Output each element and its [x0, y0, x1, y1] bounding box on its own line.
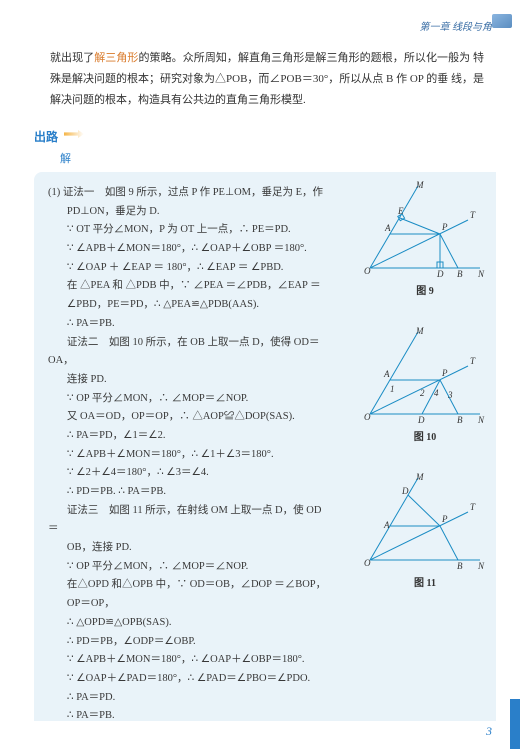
proof-line: ∵ ∠2＋∠4＝180°，∴ ∠3＝∠4. — [48, 464, 328, 483]
highlight-term: 解三角形 — [94, 52, 138, 64]
side-bar-decoration — [510, 699, 520, 749]
proof-line: ∴ PA＝PD，∠1＝∠2. — [48, 427, 328, 446]
intro-paragraph: 就出现了解三角形的策略。众所周知，解直角三角形是解三角形的题根，所以化一般为 特… — [50, 48, 484, 111]
svg-text:A: A — [383, 520, 390, 530]
figure-11: M D A P T O B N 图 11 — [360, 470, 490, 589]
proof-line: ∴ PD＝PB. ∴ PA＝PB. — [48, 483, 328, 502]
svg-text:N: N — [477, 415, 485, 424]
proof-line: ∴ PD＝PB，∠ODP＝∠OBP. — [48, 633, 328, 652]
proof-line: ∵ OP 平分∠MON，∴ ∠MOP＝∠NOP. — [48, 390, 328, 409]
proof-line: ∵ ∠OAP ＋ ∠EAP ＝ 180°，∴ ∠EAP ＝ ∠PBD. — [48, 259, 328, 278]
svg-text:1: 1 — [390, 384, 395, 394]
proof-line: ∠PBD，PE＝PD，∴ △PEA≌△PDB(AAS). — [48, 296, 328, 315]
svg-text:E: E — [397, 206, 404, 216]
svg-text:T: T — [470, 356, 476, 366]
proof-line: ∴ PA＝PB. — [48, 315, 328, 334]
proof-line: ∵ OT 平分∠MON，P 为 OT 上一点，∴ PE＝PD. — [48, 221, 328, 240]
proof-line: ∴ PA＝PD. — [48, 689, 328, 708]
svg-text:M: M — [415, 326, 424, 336]
proof-line: 连接 PD. — [48, 371, 328, 390]
svg-text:N: N — [477, 561, 485, 570]
svg-text:P: P — [441, 368, 448, 378]
svg-text:D: D — [436, 269, 444, 278]
figure-9: M E A P T O D B N 图 9 — [360, 178, 490, 297]
proof-line: ∵ OP 平分∠MON，∴ ∠MOP＝∠NOP. — [48, 558, 328, 577]
svg-text:M: M — [415, 472, 424, 482]
proof-line: 又 OA＝OD，OP＝OP，∴ △AOP≌△DOP(SAS). — [48, 408, 328, 427]
svg-text:O: O — [364, 558, 371, 568]
svg-text:P: P — [441, 222, 448, 232]
proof-line: ∵ ∠APB＋∠MON＝180°，∴ ∠OAP＋∠OBP＝180°. — [48, 651, 328, 670]
svg-text:2: 2 — [420, 388, 425, 398]
svg-text:B: B — [457, 269, 463, 278]
svg-text:O: O — [364, 412, 371, 422]
svg-text:M: M — [415, 180, 424, 190]
svg-text:D: D — [401, 486, 409, 496]
svg-text:3: 3 — [447, 390, 453, 400]
proof-line: OP＝OP， — [48, 595, 328, 614]
svg-text:T: T — [470, 502, 476, 512]
chapter-header: 第一章 线段与角 — [420, 18, 493, 33]
figure-10: M A 1 P T 2 4 3 O D B N 图 10 — [360, 324, 490, 443]
solution-label: 解 — [60, 150, 71, 166]
proof3-title: 证法三 如图 11 所示，在射线 OM 上取一点 D，使 OD＝ — [48, 502, 328, 539]
proof-line: ∵ ∠APB＋∠MON＝180°，∴ ∠1＋∠3＝180°. — [48, 446, 328, 465]
intro-text: 就出现了 — [50, 52, 94, 64]
svg-text:A: A — [384, 223, 391, 233]
proof-line: ∴ PA＝PB. — [48, 707, 328, 726]
svg-text:P: P — [441, 514, 448, 524]
proof-body: (1) 证法一 如图 9 所示，过点 P 作 PE⊥OM，垂足为 E，作 PD⊥… — [48, 184, 328, 726]
header-decoration — [492, 14, 512, 28]
proof-line: ∴ △OPD≌△OPB(SAS). — [48, 614, 328, 633]
figure-11-label: 图 11 — [360, 574, 490, 589]
svg-text:O: O — [364, 266, 371, 276]
figure-10-label: 图 10 — [360, 428, 490, 443]
proof-line: 在△OPD 和△OPB 中，∵ OD＝OB，∠DOP ＝∠BOP， — [48, 576, 328, 595]
proof2-title: 证法二 如图 10 所示，在 OB 上取一点 D，使得 OD＝OA， — [48, 334, 328, 371]
svg-text:T: T — [470, 210, 476, 220]
proof-line: OB，连接 PD. — [48, 539, 328, 558]
page-number: 3 — [486, 724, 492, 739]
proof1-title: (1) 证法一 如图 9 所示，过点 P 作 PE⊥OM，垂足为 E，作 — [48, 184, 328, 203]
svg-text:B: B — [457, 561, 463, 570]
intro-text: 的策略。众所周知，解直角三角形是解三角形的题根，所以化一般为 — [138, 52, 470, 64]
proof-line: 在 △PEA 和 △PDB 中，∵ ∠PEA ＝∠PDB，∠EAP ＝ — [48, 277, 328, 296]
proof-line: ∵ ∠OAP＋∠PAD＝180°，∴ ∠PAD＝∠PBO＝∠PDO. — [48, 670, 328, 689]
svg-text:A: A — [383, 369, 390, 379]
proof-line: PD⊥ON，垂足为 D. — [48, 203, 328, 222]
svg-text:N: N — [477, 269, 485, 278]
svg-text:4: 4 — [434, 388, 439, 398]
svg-text:B: B — [457, 415, 463, 424]
exit-label: 出路 — [34, 128, 58, 145]
svg-text:D: D — [417, 415, 425, 424]
exit-arrow-icon — [64, 130, 84, 138]
proof-line: ∵ ∠APB＋∠MON＝180°，∴ ∠OAP＋∠OBP ＝180°. — [48, 240, 328, 259]
figure-9-label: 图 9 — [360, 282, 490, 297]
solution-box: (1) 证法一 如图 9 所示，过点 P 作 PE⊥OM，垂足为 E，作 PD⊥… — [34, 172, 496, 721]
